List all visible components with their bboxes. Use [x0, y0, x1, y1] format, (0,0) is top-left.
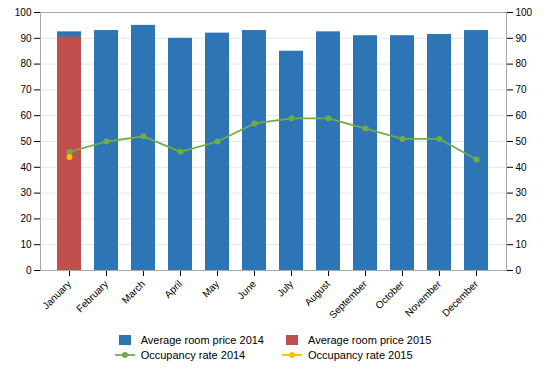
svg-text:0: 0: [516, 265, 522, 276]
svg-text:50: 50: [516, 136, 528, 147]
svg-text:100: 100: [15, 7, 32, 18]
html-text:Average room price 2015: Average room price 2015: [308, 334, 432, 346]
svg-text:40: 40: [516, 162, 528, 173]
svg-text:October: October: [373, 278, 406, 311]
svg-text:April: April: [162, 278, 184, 300]
svg-text:January: January: [40, 278, 73, 311]
svg-text:February: February: [74, 278, 110, 314]
svg-text:10: 10: [516, 239, 528, 250]
svg-text:80: 80: [516, 58, 528, 69]
svg-text:100: 100: [516, 7, 533, 18]
html-text:Occupancy rate 2015: Occupancy rate 2015: [308, 349, 413, 361]
svg-text:May: May: [200, 278, 221, 299]
svg-text:0: 0: [26, 265, 32, 276]
svg-text:70: 70: [20, 84, 32, 95]
svg-text:August: August: [302, 278, 332, 308]
svg-text:July: July: [275, 278, 295, 298]
svg-text:November: November: [403, 278, 444, 319]
svg-text:60: 60: [516, 110, 528, 121]
svg-text:60: 60: [20, 110, 32, 121]
svg-text:10: 10: [20, 239, 32, 250]
svg-text:90: 90: [20, 33, 32, 44]
html-text:Average room price 2014: Average room price 2014: [140, 334, 264, 346]
svg-text:50: 50: [20, 136, 32, 147]
svg-text:20: 20: [20, 213, 32, 224]
svg-text:March: March: [120, 278, 147, 305]
svg-text:30: 30: [20, 187, 32, 198]
svg-text:September: September: [327, 278, 370, 321]
svg-text:June: June: [235, 278, 258, 301]
html-text:Occupancy rate 2014: Occupancy rate 2014: [140, 349, 246, 361]
svg-text:40: 40: [20, 162, 32, 173]
svg-text:90: 90: [516, 33, 528, 44]
svg-text:70: 70: [516, 84, 528, 95]
svg-text:30: 30: [516, 187, 528, 198]
svg-text:20: 20: [516, 213, 528, 224]
svg-text:80: 80: [20, 58, 32, 69]
svg-text:December: December: [440, 278, 481, 319]
